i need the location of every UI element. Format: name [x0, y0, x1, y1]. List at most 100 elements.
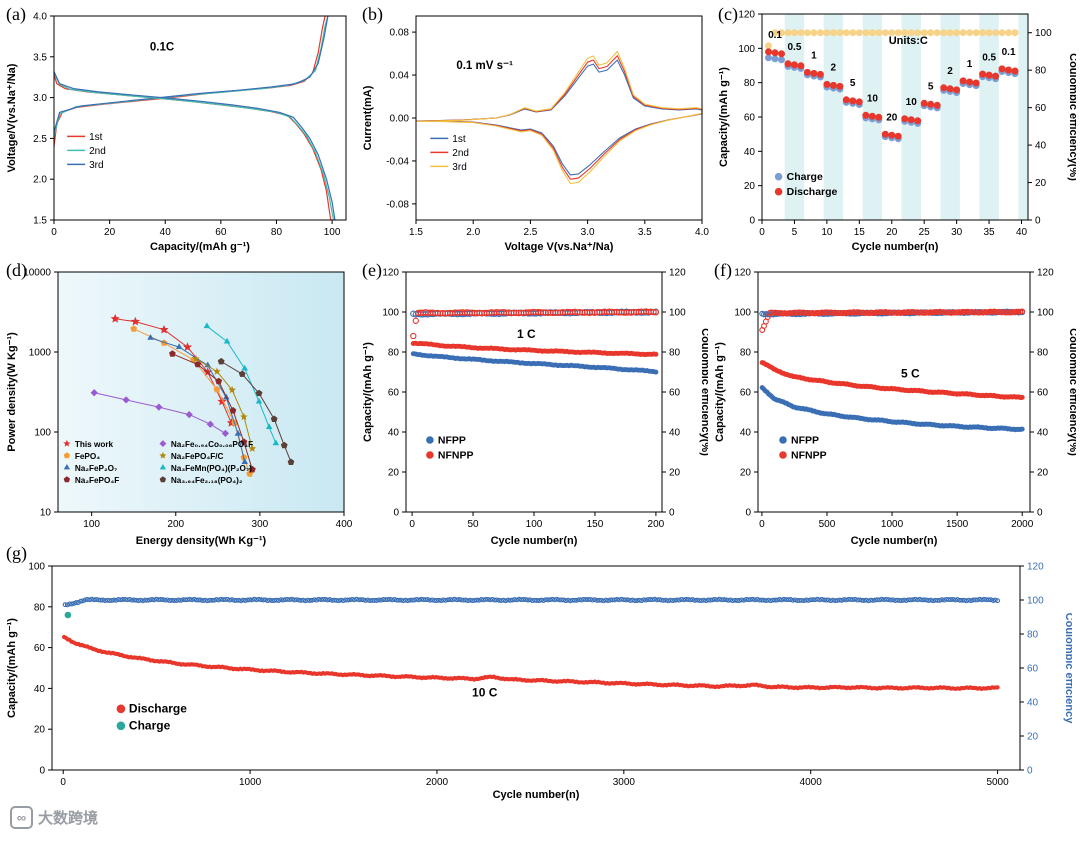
svg-text:40: 40: [1016, 227, 1028, 238]
svg-text:30: 30: [951, 227, 963, 238]
panel-f: (f) 0 500 1000 1500 2000 0 20 40 60 80 100 120 0 20 40…: [712, 260, 1076, 550]
svg-text:4.0: 4.0: [33, 12, 47, 23]
svg-text:100: 100: [526, 519, 543, 530]
svg-text:5: 5: [792, 227, 798, 238]
svg-text:60: 60: [1037, 388, 1049, 399]
watermark-text: 大数跨境: [38, 810, 99, 827]
svg-text:Cycle number(n): Cycle number(n): [493, 789, 580, 801]
svg-text:5: 5: [928, 82, 934, 93]
svg-text:20: 20: [886, 113, 898, 124]
svg-text:Coulombic efficiency(%): Coulombic efficiency(%): [699, 328, 708, 456]
svg-text:0: 0: [39, 766, 45, 777]
svg-text:Power density(W Kg⁻¹): Power density(W Kg⁻¹): [6, 332, 18, 452]
svg-text:Capacity/(mAh g⁻¹): Capacity/(mAh g⁻¹): [362, 342, 374, 442]
svg-text:NFNPP: NFNPP: [438, 450, 474, 462]
svg-text:1: 1: [811, 51, 817, 62]
svg-text:0: 0: [745, 508, 751, 519]
svg-text:3.0: 3.0: [581, 227, 595, 238]
svg-text:1st: 1st: [452, 134, 466, 145]
panel-a: (a) 0 20 40 60 80 100 1.5 2.0 2.5 3.0 3.5 4.0 Capaci…: [4, 4, 356, 256]
svg-text:Discharge: Discharge: [129, 701, 187, 715]
svg-text:60: 60: [34, 643, 46, 654]
svg-text:80: 80: [740, 348, 752, 359]
svg-text:100: 100: [83, 519, 100, 530]
svg-text:20: 20: [34, 725, 46, 736]
svg-text:Cycle number(n): Cycle number(n): [851, 535, 938, 547]
svg-text:1.5: 1.5: [33, 216, 47, 227]
svg-text:120: 120: [669, 268, 686, 279]
svg-text:Charge: Charge: [129, 718, 171, 732]
svg-text:0: 0: [1035, 216, 1041, 227]
chart-cycling-1c: 0 50 100 150 200 0 20 40 60 80 100 120 0 20 40 60 80 100 1…: [362, 268, 708, 548]
svg-text:40: 40: [669, 428, 681, 439]
svg-text:3.5: 3.5: [638, 227, 652, 238]
svg-text:10: 10: [906, 97, 918, 108]
svg-text:0.00: 0.00: [390, 114, 410, 125]
svg-text:25: 25: [919, 227, 931, 238]
svg-text:2000: 2000: [1011, 519, 1034, 530]
svg-text:0: 0: [749, 216, 755, 227]
svg-text:0: 0: [759, 519, 765, 530]
svg-text:40: 40: [160, 227, 172, 238]
svg-text:0: 0: [393, 508, 399, 519]
svg-text:120: 120: [734, 268, 751, 279]
panel-d: (d) 100 200 300 400 10 100 1000 10000 Energy den…: [4, 260, 356, 550]
svg-text:Capacity/(mAh g⁻¹): Capacity/(mAh g⁻¹): [150, 241, 250, 253]
svg-text:150: 150: [587, 519, 604, 530]
panel-c-label: (c): [718, 4, 738, 24]
svg-text:1.5: 1.5: [409, 227, 423, 238]
svg-text:0.1: 0.1: [768, 30, 782, 41]
svg-text:0.5: 0.5: [787, 42, 801, 53]
panel-g-label: (g): [6, 543, 27, 563]
svg-text:Cycle number(n): Cycle number(n): [491, 535, 578, 547]
svg-text:100: 100: [1037, 308, 1054, 319]
svg-text:1000: 1000: [881, 519, 904, 530]
svg-text:Na₂Fe₀.₉₄Co₀.₀₆PO₄F: Na₂Fe₀.₉₄Co₀.₀₆PO₄F: [171, 440, 253, 449]
svg-text:5000: 5000: [986, 777, 1009, 788]
svg-text:40: 40: [1037, 428, 1049, 439]
svg-text:2: 2: [831, 63, 837, 74]
svg-text:Na₃.₆₄Fe₂.₁₈(PO₄)₂: Na₃.₆₄Fe₂.₁₈(PO₄)₂: [171, 476, 243, 485]
svg-text:40: 40: [1035, 141, 1047, 152]
watermark: ∞ 大数跨境: [10, 806, 98, 829]
svg-text:300: 300: [252, 519, 269, 530]
svg-text:Units:C: Units:C: [889, 35, 928, 47]
svg-text:10: 10: [867, 94, 879, 105]
svg-text:1000: 1000: [29, 348, 52, 359]
svg-text:3.0: 3.0: [33, 93, 47, 104]
svg-text:35: 35: [984, 227, 996, 238]
svg-text:50: 50: [467, 519, 479, 530]
svg-text:Na₂FePO₄F/C: Na₂FePO₄F/C: [171, 452, 224, 461]
svg-text:Coulombic efficiency(%): Coulombic efficiency(%): [1067, 53, 1076, 181]
svg-text:Cycle number(n): Cycle number(n): [852, 241, 939, 253]
svg-text:5 C: 5 C: [901, 367, 920, 381]
svg-text:20: 20: [744, 181, 756, 192]
panel-g: (g) 0 1000 2000 3000 4000 5000 0 20 40 60 80 100 0 20…: [4, 543, 1072, 804]
svg-text:Capacity/(mAh g⁻¹): Capacity/(mAh g⁻¹): [718, 67, 730, 167]
svg-text:60: 60: [388, 388, 400, 399]
svg-text:1: 1: [967, 59, 973, 70]
chart-ragone-plot: 100 200 300 400 10 100 1000 10000 Energy density…: [6, 268, 353, 548]
svg-text:0.08: 0.08: [390, 28, 410, 39]
panel-f-label: (f): [714, 260, 732, 280]
svg-text:NFPP: NFPP: [791, 435, 819, 447]
svg-text:Current(mA): Current(mA): [362, 85, 374, 150]
svg-text:80: 80: [669, 348, 681, 359]
svg-text:Na₂FePO₄F: Na₂FePO₄F: [75, 476, 119, 485]
svg-text:20: 20: [1037, 468, 1049, 479]
svg-text:20: 20: [1027, 732, 1039, 743]
panel-c: (c) 0 5 10 15 20 25 30 35 40 0 20 40 60 80 100 120 0 20 40…: [716, 4, 1076, 256]
svg-text:Energy density(Wh Kg⁻¹): Energy density(Wh Kg⁻¹): [136, 535, 267, 547]
svg-text:2.5: 2.5: [523, 227, 537, 238]
svg-text:20: 20: [886, 227, 898, 238]
svg-text:20: 20: [104, 227, 116, 238]
svg-text:60: 60: [1035, 103, 1047, 114]
svg-text:Capacity/(mAh g⁻¹): Capacity/(mAh g⁻¹): [714, 342, 726, 442]
svg-text:60: 60: [1027, 664, 1039, 675]
svg-text:0: 0: [1027, 766, 1033, 777]
svg-text:40: 40: [34, 684, 46, 695]
svg-text:Coulombic efficiency(%): Coulombic efficiency(%): [1067, 328, 1076, 456]
svg-text:0.1: 0.1: [1002, 47, 1016, 58]
panel-a-label: (a): [6, 4, 26, 24]
